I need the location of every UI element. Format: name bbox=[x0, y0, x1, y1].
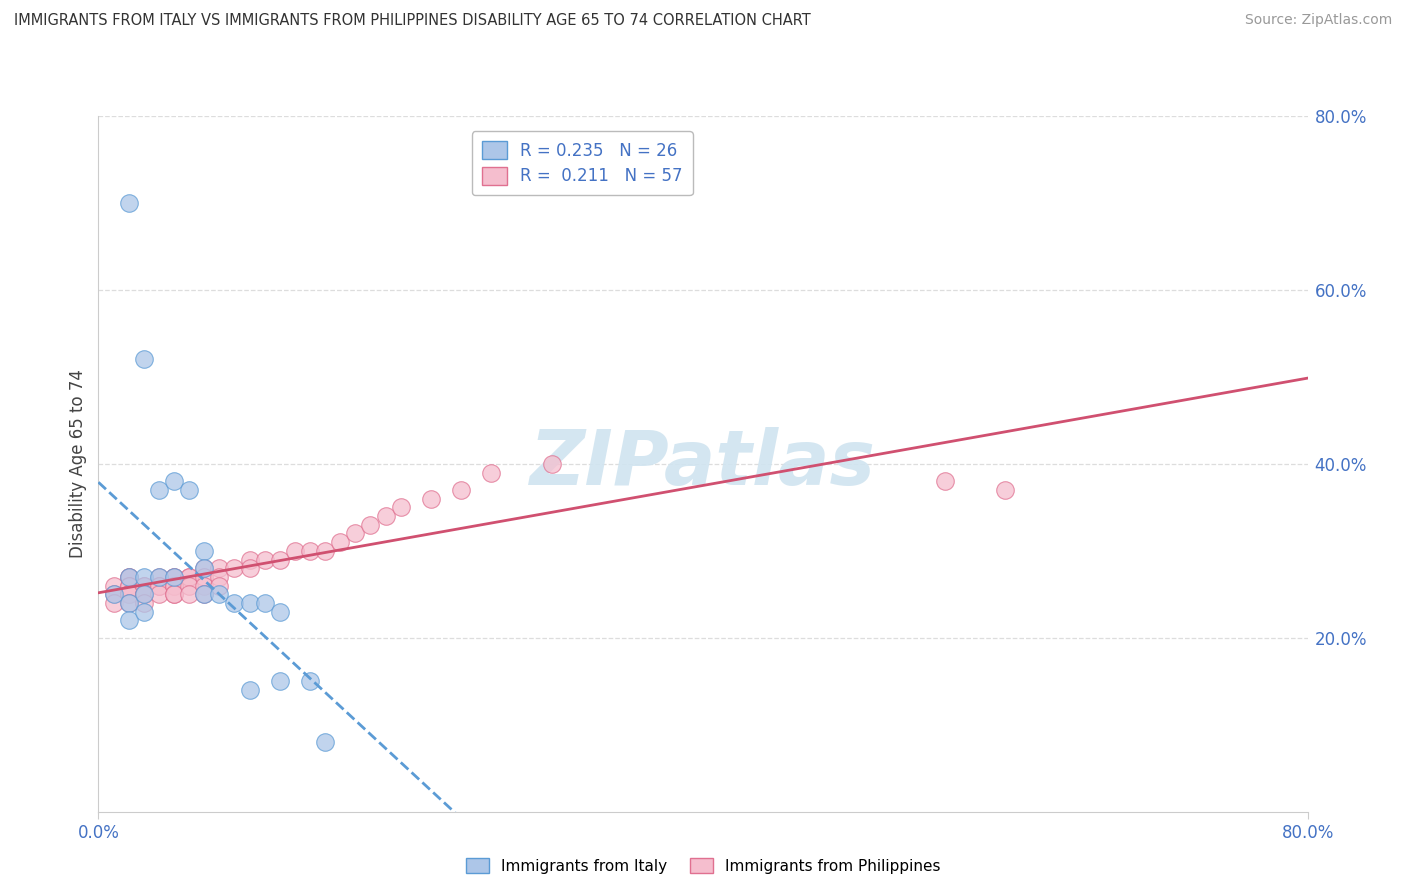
Point bbox=[314, 543, 336, 558]
Point bbox=[360, 517, 382, 532]
Point bbox=[118, 596, 141, 610]
Point bbox=[193, 587, 215, 601]
Point bbox=[118, 196, 141, 211]
Point bbox=[179, 587, 201, 601]
Point bbox=[208, 570, 231, 584]
Point bbox=[132, 587, 155, 601]
Point bbox=[132, 587, 155, 601]
Point bbox=[118, 614, 141, 628]
Point bbox=[239, 683, 262, 698]
Point bbox=[103, 587, 125, 601]
Point bbox=[118, 570, 141, 584]
Point bbox=[374, 508, 396, 523]
Point bbox=[329, 535, 352, 549]
Point bbox=[118, 578, 141, 592]
Point bbox=[148, 578, 170, 592]
Point bbox=[103, 587, 125, 601]
Point bbox=[420, 491, 443, 506]
Point bbox=[314, 735, 336, 749]
Point bbox=[163, 578, 186, 592]
Point bbox=[253, 552, 276, 566]
Point bbox=[208, 561, 231, 575]
Point bbox=[148, 587, 170, 601]
Point bbox=[239, 596, 262, 610]
Point bbox=[163, 570, 186, 584]
Point bbox=[163, 474, 186, 488]
Point bbox=[193, 578, 215, 592]
Point bbox=[103, 578, 125, 592]
Point bbox=[299, 543, 322, 558]
Point bbox=[148, 578, 170, 592]
Point bbox=[132, 352, 155, 367]
Point bbox=[132, 596, 155, 610]
Point bbox=[179, 570, 201, 584]
Point bbox=[193, 561, 215, 575]
Point bbox=[132, 605, 155, 619]
Point bbox=[148, 570, 170, 584]
Point bbox=[540, 457, 562, 471]
Point bbox=[208, 578, 231, 592]
Point bbox=[253, 596, 276, 610]
Point bbox=[239, 552, 262, 566]
Text: Source: ZipAtlas.com: Source: ZipAtlas.com bbox=[1244, 13, 1392, 28]
Point bbox=[934, 474, 956, 488]
Point bbox=[224, 561, 246, 575]
Point bbox=[193, 543, 215, 558]
Point bbox=[118, 587, 141, 601]
Point bbox=[179, 578, 201, 592]
Point bbox=[118, 587, 141, 601]
Point bbox=[118, 578, 141, 592]
Point bbox=[389, 500, 412, 515]
Point bbox=[179, 483, 201, 497]
Point bbox=[193, 570, 215, 584]
Point bbox=[344, 526, 367, 541]
Point bbox=[994, 483, 1017, 497]
Point bbox=[132, 587, 155, 601]
Point bbox=[193, 587, 215, 601]
Point bbox=[148, 570, 170, 584]
Point bbox=[132, 578, 155, 592]
Point bbox=[450, 483, 472, 497]
Point bbox=[208, 587, 231, 601]
Point bbox=[132, 587, 155, 601]
Point bbox=[481, 466, 503, 480]
Legend: R = 0.235   N = 26, R =  0.211   N = 57: R = 0.235 N = 26, R = 0.211 N = 57 bbox=[471, 131, 693, 195]
Point bbox=[118, 587, 141, 601]
Text: ZIPatlas: ZIPatlas bbox=[530, 427, 876, 500]
Point bbox=[269, 552, 291, 566]
Point bbox=[163, 570, 186, 584]
Point bbox=[284, 543, 307, 558]
Point bbox=[193, 561, 215, 575]
Text: IMMIGRANTS FROM ITALY VS IMMIGRANTS FROM PHILIPPINES DISABILITY AGE 65 TO 74 COR: IMMIGRANTS FROM ITALY VS IMMIGRANTS FROM… bbox=[14, 13, 811, 29]
Point bbox=[163, 570, 186, 584]
Point bbox=[163, 578, 186, 592]
Point bbox=[132, 578, 155, 592]
Point bbox=[179, 570, 201, 584]
Point bbox=[118, 596, 141, 610]
Point bbox=[118, 570, 141, 584]
Point bbox=[269, 674, 291, 689]
Y-axis label: Disability Age 65 to 74: Disability Age 65 to 74 bbox=[69, 369, 87, 558]
Legend: Immigrants from Italy, Immigrants from Philippines: Immigrants from Italy, Immigrants from P… bbox=[460, 852, 946, 880]
Point bbox=[103, 596, 125, 610]
Point bbox=[118, 570, 141, 584]
Point bbox=[132, 570, 155, 584]
Point bbox=[148, 483, 170, 497]
Point bbox=[163, 587, 186, 601]
Point bbox=[269, 605, 291, 619]
Point bbox=[299, 674, 322, 689]
Point bbox=[239, 561, 262, 575]
Point bbox=[224, 596, 246, 610]
Point bbox=[163, 587, 186, 601]
